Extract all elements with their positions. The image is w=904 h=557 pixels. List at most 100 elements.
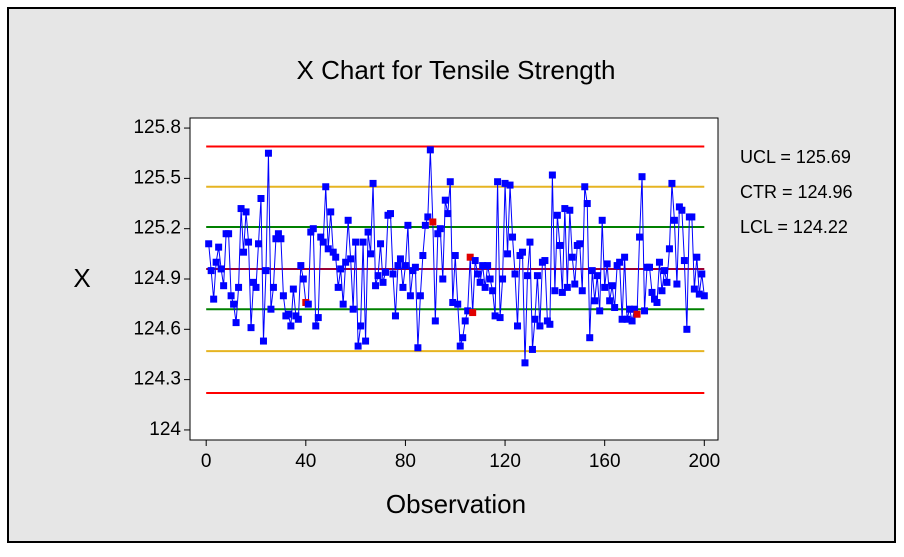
data-point [586, 334, 594, 342]
data-point [683, 325, 691, 333]
data-point [566, 206, 574, 214]
data-point [461, 317, 469, 325]
data-point [553, 211, 561, 219]
data-point [449, 298, 457, 306]
data-point [536, 322, 544, 330]
data-point [501, 179, 509, 187]
data-point [628, 317, 636, 325]
data-point [294, 315, 302, 323]
data-point [678, 206, 686, 214]
data-point [636, 233, 644, 241]
data-point [404, 221, 412, 229]
data-point [339, 300, 347, 308]
data-point [205, 240, 213, 248]
data-point [317, 233, 325, 241]
data-point [588, 267, 596, 275]
y-tick-label: 124.6 [133, 318, 181, 339]
data-point [436, 225, 444, 233]
data-point [665, 245, 673, 253]
data-point [399, 283, 407, 291]
data-point [277, 235, 285, 243]
data-point [491, 312, 499, 320]
data-point [641, 307, 649, 315]
data-point [272, 235, 280, 243]
x-tick-label: 200 [688, 451, 720, 472]
data-point [352, 238, 360, 246]
data-point [269, 283, 277, 291]
data-point [267, 305, 275, 313]
data-point [546, 320, 554, 328]
data-point [411, 263, 419, 271]
data-point [700, 292, 708, 300]
data-point [558, 288, 566, 296]
data-point [576, 240, 584, 248]
data-point [499, 275, 507, 283]
data-point [528, 345, 536, 353]
data-point [621, 253, 629, 261]
data-point [623, 315, 631, 323]
data-point [247, 324, 255, 332]
data-point [342, 258, 350, 266]
data-point [648, 288, 656, 296]
data-point [578, 287, 586, 295]
data-point [561, 205, 569, 213]
data-point [344, 216, 352, 224]
data-point [598, 216, 606, 224]
data-point [451, 252, 459, 260]
y-tick-label: 125.5 [133, 167, 181, 188]
data-point [494, 178, 502, 186]
data-point [531, 315, 539, 323]
data-point [471, 257, 479, 265]
data-point [523, 272, 531, 280]
data-point [469, 309, 477, 317]
data-point [439, 275, 447, 283]
data-point [441, 196, 449, 204]
data-point [309, 225, 317, 233]
data-point [434, 230, 442, 238]
data-point [655, 258, 663, 266]
data-point [327, 208, 335, 216]
data-point [232, 319, 240, 327]
data-point [496, 314, 504, 322]
data-point [215, 243, 223, 251]
data-point [289, 285, 297, 293]
data-point [593, 272, 601, 280]
data-point [210, 295, 218, 303]
limit-label: UCL = 125.69 [740, 147, 851, 167]
data-point [489, 287, 497, 295]
data-point [347, 255, 355, 263]
data-point [446, 178, 454, 186]
data-point [688, 213, 696, 221]
data-point [406, 292, 414, 300]
data-point [389, 270, 397, 278]
data-point [414, 344, 422, 352]
data-point [401, 262, 409, 270]
data-point [262, 267, 270, 275]
data-point [274, 230, 282, 238]
data-point [633, 310, 641, 318]
data-point [521, 359, 529, 367]
data-point [591, 297, 599, 305]
data-point [416, 292, 424, 300]
data-point [332, 253, 340, 261]
data-point [459, 334, 467, 342]
x-tick-label: 40 [295, 451, 316, 472]
data-point [631, 305, 639, 313]
data-point [419, 252, 427, 260]
data-point [670, 216, 678, 224]
data-point [690, 285, 698, 293]
data-point [541, 257, 549, 265]
y-axis-label: X [73, 263, 90, 293]
data-point [252, 283, 260, 291]
data-point [660, 267, 668, 275]
data-point [264, 149, 272, 157]
y-tick-label: 125.8 [133, 117, 181, 138]
data-point [514, 322, 522, 330]
data-point [638, 173, 646, 181]
data-point [362, 337, 370, 345]
data-point [357, 322, 365, 330]
data-point [563, 283, 571, 291]
data-point [369, 179, 377, 187]
data-point [312, 322, 320, 330]
